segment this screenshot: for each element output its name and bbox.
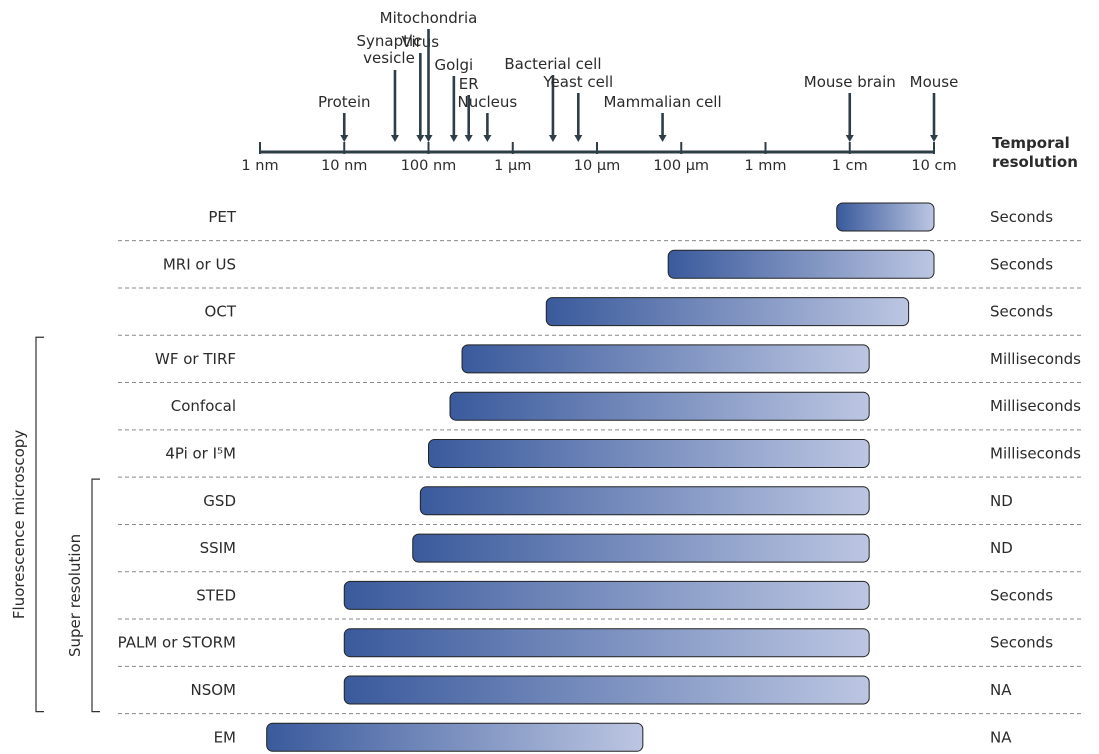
object-label-mammalian-cell: Mammalian cell xyxy=(603,93,721,111)
technique-name: MRI or US xyxy=(163,255,236,273)
technique-name: SSIM xyxy=(200,539,236,557)
temporal-resolution-value: ND xyxy=(990,492,1013,510)
object-arrow-head xyxy=(449,135,458,142)
object-arrow-head xyxy=(658,135,667,142)
technique-range-bar xyxy=(428,439,870,468)
technique-row-ssim: SSIM ND xyxy=(118,533,1084,573)
technique-row-em: EM NA xyxy=(214,722,1012,752)
technique-range-bar xyxy=(343,628,870,658)
temporal-resolution-header-line1: Temporal xyxy=(992,134,1070,152)
temporal-resolution-value: Milliseconds xyxy=(990,397,1081,415)
super-resolution-bracket xyxy=(91,478,100,713)
fluorescence-microscopy-label: Fluorescence microscopy xyxy=(10,430,28,619)
object-arrow-head xyxy=(845,135,854,142)
object-arrow-head xyxy=(464,135,473,142)
object-arrow-head xyxy=(483,135,492,142)
temporal-resolution-value: Seconds xyxy=(990,303,1053,321)
technique-name: STED xyxy=(196,586,236,604)
technique-range-bar xyxy=(461,344,870,374)
super-resolution-label: Super resolution xyxy=(66,534,84,657)
object-arrow-head xyxy=(574,135,583,142)
object-arrow-head xyxy=(548,135,557,142)
group-brackets: Fluorescence microscopy Super resolution xyxy=(10,336,100,713)
object-label-golgi: Golgi xyxy=(435,56,474,74)
technique-name: PET xyxy=(208,208,237,226)
technique-name: OCT xyxy=(205,303,237,321)
scale-tick-label: 10 nm xyxy=(321,158,367,174)
technique-range-bar xyxy=(449,391,870,421)
technique-row-nsom: NSOM NA xyxy=(118,675,1084,715)
temporal-resolution-value: Seconds xyxy=(990,634,1053,652)
object-label-virus: Virus xyxy=(402,33,440,51)
temporal-resolution-value: Seconds xyxy=(990,586,1053,604)
object-label-er: ER xyxy=(459,75,479,93)
temporal-resolution-value: Seconds xyxy=(990,208,1053,226)
technique-row-4pi-or-i-m: 4Pi or I⁵M Milliseconds xyxy=(118,439,1084,478)
technique-name: EM xyxy=(214,728,236,746)
technique-row-gsd: GSD ND xyxy=(118,486,1084,525)
scale-tick-label: 10 µm xyxy=(574,158,620,174)
object-label-nucleus: Nucleus xyxy=(458,93,518,111)
technique-row-palm-or-storm: PALM or STORM Seconds xyxy=(118,628,1084,667)
technique-range-bar xyxy=(419,486,870,516)
object-arrow-head xyxy=(416,135,425,142)
scale-tick-label: 1 nm xyxy=(241,158,278,174)
object-arrow-head xyxy=(340,135,349,142)
technique-range-bar xyxy=(343,675,870,705)
object-label-bacterial-cell: Bacterial cell xyxy=(504,55,601,73)
object-arrow-head xyxy=(424,135,433,142)
scale-tick-label: 1 µm xyxy=(494,158,531,174)
scale-tick-label: 10 cm xyxy=(911,158,956,174)
temporal-resolution-header-line2: resolution xyxy=(992,153,1078,171)
technique-range-bar xyxy=(545,297,910,327)
object-arrow-head xyxy=(930,135,938,142)
object-arrow-head xyxy=(390,135,399,142)
scale-axis: 1 nm 10 nm 100 nm 1 µm 10 µm 100 µm 1 mm 1 cm 10… xyxy=(241,142,957,174)
technique-row-mri-or-us: MRI or US Seconds xyxy=(118,249,1084,289)
scale-tick-label: 100 µm xyxy=(653,158,709,174)
temporal-resolution-value: ND xyxy=(990,539,1013,557)
object-label-mouse: Mouse xyxy=(910,73,959,91)
technique-range-bar xyxy=(836,202,935,232)
technique-name: GSD xyxy=(203,492,236,510)
technique-name: 4Pi or I⁵M xyxy=(165,445,236,463)
technique-range-bar xyxy=(266,722,644,752)
fluorescence-microscopy-bracket xyxy=(35,336,44,713)
temporal-resolution-value: NA xyxy=(990,681,1012,699)
object-label-vesicle: vesicle xyxy=(363,49,415,67)
technique-name: PALM or STORM xyxy=(118,634,236,652)
temporal-resolution-value: NA xyxy=(990,728,1012,746)
temporal-resolution-value: Seconds xyxy=(990,255,1053,273)
scale-tick-label: 100 nm xyxy=(401,158,457,174)
scale-tick-label: 1 cm xyxy=(832,158,868,174)
temporal-resolution-value: Milliseconds xyxy=(990,445,1081,463)
technique-row-pet: PET Seconds xyxy=(118,202,1084,242)
technique-range-bar xyxy=(412,533,870,563)
object-label-synaptic: Synaptic xyxy=(357,32,422,50)
technique-range-bar xyxy=(667,249,935,279)
object-label-yeast-cell: Yeast cell xyxy=(542,73,613,91)
temporal-resolution-value: Milliseconds xyxy=(990,350,1081,368)
technique-row-confocal: Confocal Milliseconds xyxy=(118,391,1084,431)
object-label-protein: Protein xyxy=(318,93,371,111)
object-label-mitochondria: Mitochondria xyxy=(380,9,478,27)
technique-name: WF or TIRF xyxy=(155,350,236,368)
technique-row-oct: OCT Seconds xyxy=(118,297,1084,336)
scale-tick-label: 1 mm xyxy=(744,158,786,174)
technique-name: Confocal xyxy=(171,397,236,415)
object-label-mouse-brain: Mouse brain xyxy=(804,73,896,91)
technique-row-sted: STED Seconds xyxy=(118,580,1084,620)
technique-name: NSOM xyxy=(191,681,237,699)
technique-range-bar xyxy=(343,580,870,610)
technique-row-wf-or-tirf: WF or TIRF Milliseconds xyxy=(118,344,1084,384)
technique-rows: PET Seconds MRI or US Seconds OCT Seconds WF o… xyxy=(118,202,1084,752)
